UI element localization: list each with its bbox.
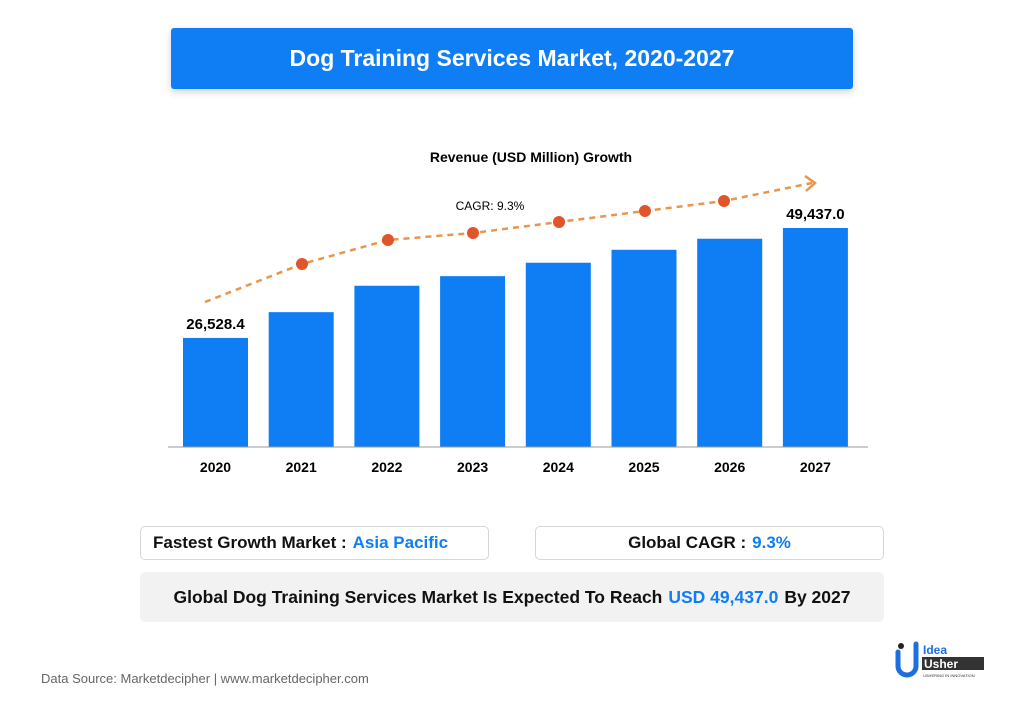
- data-label-2027: 49,437.0: [786, 206, 844, 223]
- x-tick-label: 2024: [543, 459, 574, 475]
- cagr-annotation: CAGR: 9.3%: [456, 199, 525, 213]
- fastest-growth-value: Asia Pacific: [352, 533, 449, 552]
- x-tick-label: 2027: [800, 459, 831, 475]
- idea-usher-logo: Idea Usher USHERING IN INNOVATION: [895, 641, 984, 678]
- trend-arrowhead-icon: [804, 174, 818, 192]
- global-cagr-label: Global CAGR :: [628, 533, 747, 552]
- bar-2022: [354, 285, 420, 447]
- trend-line: [204, 181, 813, 304]
- global-cagr-value: 9.3%: [752, 533, 791, 552]
- x-tick-label: 2021: [286, 459, 317, 475]
- x-tick-label: 2020: [200, 459, 231, 475]
- x-tick-label: 2023: [457, 459, 488, 475]
- bar-2027: [782, 228, 848, 447]
- x-tick-label: 2025: [628, 459, 659, 475]
- fastest-growth-box: Fastest Growth Market : Asia Pacific: [140, 526, 489, 560]
- x-tick-label: 2026: [714, 459, 745, 475]
- reach-value: USD 49,437.0: [668, 586, 779, 607]
- trend-dot: [639, 205, 651, 217]
- trend-dot: [467, 227, 479, 239]
- reach-suffix: By 2027: [784, 586, 851, 607]
- bar-2021: [268, 312, 334, 447]
- reach-prefix: Global Dog Training Services Market Is E…: [173, 586, 663, 607]
- logo-line1: Idea: [923, 643, 947, 657]
- trend-dot: [296, 258, 308, 270]
- fastest-growth-label: Fastest Growth Market :: [153, 533, 347, 552]
- title-banner: Dog Training Services Market, 2020-2027: [171, 28, 853, 89]
- bar-2025: [611, 249, 677, 447]
- bar-2020: [183, 337, 248, 447]
- logo-line2: Usher: [924, 657, 958, 671]
- bar-2026: [697, 238, 763, 447]
- global-cagr-box: Global CAGR : 9.3%: [535, 526, 884, 560]
- data-source: Data Source: Marketdecipher | www.market…: [41, 671, 369, 686]
- page-title: Dog Training Services Market, 2020-2027: [289, 45, 735, 71]
- trend-dot: [718, 195, 730, 207]
- market-reach-banner: Global Dog Training Services Market Is E…: [140, 572, 884, 622]
- logo-tagline: USHERING IN INNOVATION: [923, 673, 975, 678]
- bar-2024: [525, 262, 591, 447]
- trend-dot: [553, 216, 565, 228]
- x-tick-label: 2022: [371, 459, 402, 475]
- trend-dot: [382, 234, 394, 246]
- bar-chart: Revenue (USD Million) Growth CAGR: 9.3% …: [168, 149, 868, 475]
- data-label-2020: 26,528.4: [186, 316, 245, 333]
- bar-2023: [440, 276, 506, 447]
- chart-title: Revenue (USD Million) Growth: [430, 149, 632, 165]
